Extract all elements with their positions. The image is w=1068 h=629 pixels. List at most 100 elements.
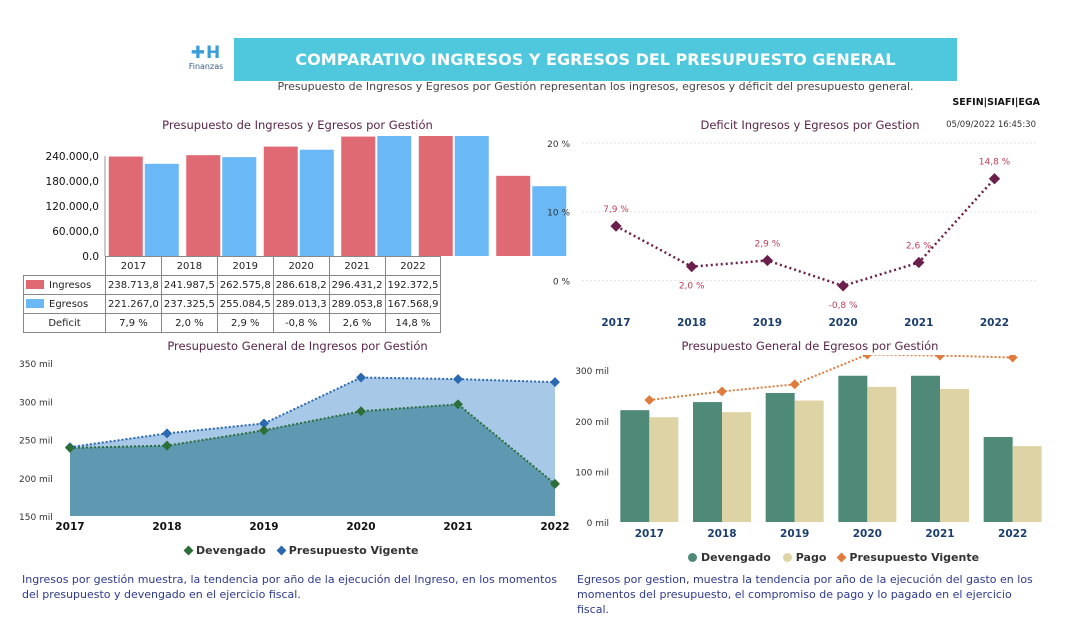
diamond-icon [183, 545, 194, 556]
y-tick-label: 150 mil [19, 513, 53, 523]
bar-ingresos [186, 155, 221, 256]
logo-mark-icon: ✚H [190, 43, 222, 63]
data-label: -0,8 % [829, 301, 858, 311]
x-tick-label: 2018 [152, 521, 181, 533]
y-tick-label: 300 mil [575, 367, 609, 377]
bar-egresos [454, 136, 489, 256]
x-tick-label: 2021 [443, 521, 472, 533]
x-tick-label: 2017 [55, 521, 84, 533]
vigente-line [649, 355, 1013, 402]
devengado-area [70, 404, 555, 516]
ingresos-egresos-table: 2017 2018 2019 2020 2021 2022 Ingresos 2… [23, 256, 442, 333]
chart3-legend: Devengado Presupuesto Vigente [183, 544, 419, 557]
table-cell: 221.267,0 [105, 294, 162, 314]
dot-icon [688, 553, 697, 562]
y-tick-label: 0 mil [587, 519, 609, 529]
vigente-point [862, 355, 873, 360]
table-row-label: Egresos [49, 298, 89, 310]
table-row-label: Deficit [23, 313, 106, 333]
vigente-point [644, 395, 655, 405]
data-label: 2,0 % [679, 282, 705, 292]
bar-egresos [222, 157, 257, 256]
y-tick-label: 0 % [553, 277, 571, 287]
title-banner: COMPARATIVO INGRESOS Y EGRESOS DEL PRESU… [234, 38, 957, 81]
deficit-point [610, 220, 622, 232]
x-tick-label: 2020 [346, 521, 375, 533]
bar-egresos [532, 186, 567, 256]
legend-item: Pago [782, 551, 826, 564]
x-tick-label: 2020 [853, 528, 882, 540]
x-tick-label: 2022 [540, 521, 569, 533]
bar-egresos [144, 163, 179, 256]
table-cell: 238.713,8 [105, 275, 162, 295]
x-tick-label: 2021 [904, 317, 933, 329]
table-row-deficit: Deficit 7,9 % 2,0 % 2,9 % -0,8 % 2,6 % 1… [23, 313, 442, 333]
diamond-icon [836, 552, 847, 563]
x-tick-label: 2022 [980, 317, 1009, 329]
y-tick-label: 20 % [547, 140, 570, 150]
ingresos-swatch [26, 280, 44, 289]
deficit-point [761, 254, 774, 267]
devengado-point [162, 440, 172, 451]
table-cell: 289.013,3 [272, 294, 330, 314]
bar-devengado [838, 375, 868, 522]
table-row-egresos: Egresos 221.267,0 237.325,5 255.084,5 28… [23, 294, 442, 314]
x-tick-label: 2019 [249, 521, 278, 533]
x-tick-label: 2021 [925, 528, 954, 540]
devengado-point [550, 478, 560, 489]
deficit-line [615, 177, 996, 288]
bar-ingresos [263, 146, 298, 256]
legend-label: Devengado [701, 551, 771, 564]
bar-pago [722, 412, 751, 522]
bar-devengado [765, 392, 795, 522]
x-tick-label: 2018 [707, 528, 736, 540]
bar-ingresos [496, 175, 531, 256]
egresos-footnote: Egresos por gestion, muestra la tendenci… [577, 573, 1033, 616]
bar-devengado [620, 410, 650, 522]
vigente-point [162, 428, 172, 439]
deficit-point [686, 260, 698, 273]
y-tick-label: 180.000,0 [46, 176, 99, 188]
deficit-point [913, 256, 925, 269]
bar-devengado [911, 375, 940, 522]
legend-item: Presupuesto Vigente [836, 551, 979, 564]
bar-pago [1012, 446, 1042, 522]
bar-ingresos [418, 136, 453, 256]
data-label: 14,8 % [979, 158, 1011, 168]
ingresos-gestion-chart: 150 mil 200 mil 250 mil 300 mil 350 mil 2017 2… [19, 360, 570, 533]
y-tick-label: 60.000,0 [52, 226, 99, 238]
bar-egresos [299, 149, 334, 256]
vigente-line [69, 376, 556, 449]
table-cell: 241.987,5 [160, 275, 218, 295]
table-cell: 286.618,2 [272, 275, 330, 295]
table-cell: 289.053,8 [328, 294, 386, 314]
vigente-point [935, 355, 945, 361]
table-cell: 296.431,2 [328, 275, 386, 295]
table-cell: 167.568,9 [384, 294, 442, 314]
bar-egresos [377, 136, 412, 256]
table-cell: -0,8 % [272, 313, 330, 333]
bar-devengado [693, 402, 722, 522]
finanzas-logo: ✚H Finanzas [178, 44, 234, 84]
x-tick-label: 2019 [780, 528, 809, 540]
x-tick-label: 2017 [635, 528, 664, 540]
ingresos-footnote: Ingresos por gestión muestra, la tendenc… [22, 573, 557, 601]
table-cell: 2,6 % [328, 313, 386, 333]
chart4-title: Presupuesto General de Egresos por Gesti… [681, 339, 939, 353]
chart3-title: Presupuesto General de Ingresos por Gest… [167, 339, 428, 353]
egresos-swatch [26, 299, 44, 308]
table-cell: 2019 [216, 256, 274, 276]
legend-item: Devengado [183, 544, 266, 557]
table-cell: 2018 [160, 256, 218, 276]
table-cell: 2020 [272, 256, 330, 276]
y-tick-label: 200 mil [19, 475, 53, 485]
diamond-icon [276, 545, 287, 556]
legend-label: Presupuesto Vigente [288, 544, 419, 557]
dot-icon [782, 553, 792, 562]
y-tick-label: 10 % [547, 209, 570, 219]
ingresos-egresos-chart: 0,0 60.000,0 120.000,0 180.000,0 240.000,0 [46, 136, 567, 260]
bar-ingresos [108, 156, 143, 256]
bar-pago [940, 388, 969, 522]
table-cell: 255.084,5 [216, 294, 274, 314]
x-tick-label: 2022 [998, 528, 1027, 540]
